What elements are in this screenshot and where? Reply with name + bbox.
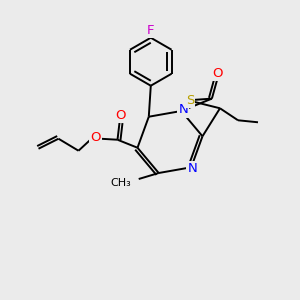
Text: N: N (187, 162, 197, 175)
Text: S: S (186, 94, 194, 107)
Text: N: N (178, 103, 188, 116)
Text: F: F (147, 24, 154, 37)
Text: O: O (90, 131, 101, 144)
Text: CH₃: CH₃ (110, 178, 131, 188)
Text: O: O (115, 109, 126, 122)
Text: O: O (213, 67, 223, 80)
